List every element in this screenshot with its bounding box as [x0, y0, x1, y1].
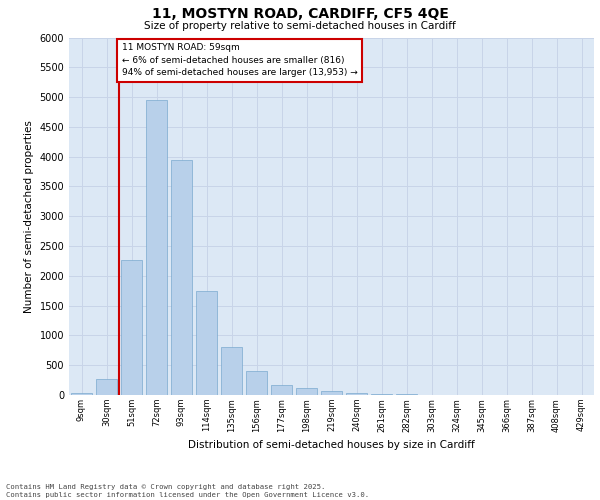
Bar	[246, 371, 267, 395]
Bar	[271, 386, 292, 395]
Bar	[221, 348, 242, 395]
Bar	[321, 392, 342, 395]
Bar	[121, 260, 142, 395]
Bar	[71, 393, 92, 395]
Bar	[396, 394, 417, 395]
Bar	[146, 100, 167, 395]
Y-axis label: Number of semi-detached properties: Number of semi-detached properties	[24, 120, 34, 312]
Text: 11 MOSTYN ROAD: 59sqm
← 6% of semi-detached houses are smaller (816)
94% of semi: 11 MOSTYN ROAD: 59sqm ← 6% of semi-detac…	[121, 44, 357, 78]
Text: Size of property relative to semi-detached houses in Cardiff: Size of property relative to semi-detach…	[144, 21, 456, 31]
Bar	[371, 394, 392, 395]
Bar	[171, 160, 192, 395]
Bar	[96, 379, 117, 395]
Bar	[296, 388, 317, 395]
Bar	[346, 393, 367, 395]
Text: Contains HM Land Registry data © Crown copyright and database right 2025.
Contai: Contains HM Land Registry data © Crown c…	[6, 484, 369, 498]
Bar	[196, 290, 217, 395]
Text: 11, MOSTYN ROAD, CARDIFF, CF5 4QE: 11, MOSTYN ROAD, CARDIFF, CF5 4QE	[152, 8, 448, 22]
X-axis label: Distribution of semi-detached houses by size in Cardiff: Distribution of semi-detached houses by …	[188, 440, 475, 450]
